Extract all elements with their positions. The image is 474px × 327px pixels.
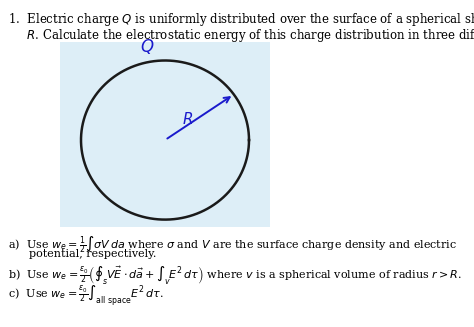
Text: $R$. Calculate the electrostatic energy of this charge distribution in three dif: $R$. Calculate the electrostatic energy … — [8, 27, 474, 44]
Text: $Q$: $Q$ — [140, 37, 154, 56]
FancyBboxPatch shape — [60, 42, 270, 227]
Text: $R$: $R$ — [182, 111, 193, 127]
Text: a)  Use $w_e = \frac{1}{2}\int \sigma V\, da$ where $\sigma$ and $V$ are the sur: a) Use $w_e = \frac{1}{2}\int \sigma V\,… — [8, 235, 457, 255]
Text: b)  Use $w_e = \frac{\epsilon_0}{2}\left(\oint_s V\vec{E}\cdot d\vec{a} + \int_v: b) Use $w_e = \frac{\epsilon_0}{2}\left(… — [8, 265, 462, 287]
Text: c)  Use $w_e = \frac{\epsilon_0}{2}\int_{\mathrm{all\ space}} E^2\,d\tau$.: c) Use $w_e = \frac{\epsilon_0}{2}\int_{… — [8, 283, 164, 308]
Text: potential, respectively.: potential, respectively. — [8, 249, 156, 259]
Text: 1.  Electric charge $Q$ is uniformly distributed over the surface of a spherical: 1. Electric charge $Q$ is uniformly dist… — [8, 11, 474, 28]
